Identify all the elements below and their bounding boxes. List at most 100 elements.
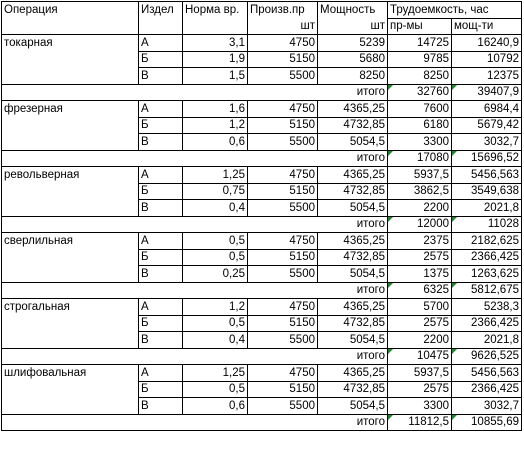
labor-capacity-cell[interactable]: 5238,3 — [451, 298, 522, 316]
output-cell[interactable]: 5500 — [247, 397, 318, 415]
labor-capacity-cell[interactable]: 2366,425 — [451, 380, 522, 398]
operation-cell[interactable]: строгальная — [1, 298, 139, 315]
capacity-cell[interactable]: 4365,25 — [317, 166, 388, 184]
operation-cell[interactable] — [1, 199, 139, 217]
operation-cell[interactable] — [1, 397, 139, 415]
labor-program-cell[interactable]: 5937,5 — [387, 364, 452, 382]
norm-cell[interactable]: 0,4 — [182, 199, 248, 217]
header-norm-cont[interactable] — [182, 18, 248, 35]
capacity-cell[interactable]: 5054,5 — [317, 397, 388, 415]
header-operation-cont[interactable] — [1, 18, 139, 35]
labor-capacity-cell[interactable]: 3032,7 — [451, 397, 522, 415]
norm-cell[interactable]: 0,6 — [182, 133, 248, 151]
product-cell[interactable]: А — [138, 34, 183, 52]
operation-cell[interactable] — [1, 133, 139, 151]
total-label[interactable]: итого — [1, 215, 388, 233]
labor-program-cell[interactable]: 6180 — [387, 116, 452, 134]
capacity-cell[interactable]: 8250 — [317, 67, 388, 85]
labor-program-cell[interactable]: 3300 — [387, 397, 452, 415]
capacity-cell[interactable]: 4365,25 — [317, 298, 388, 316]
capacity-cell[interactable]: 4732,85 — [317, 182, 388, 200]
product-cell[interactable]: А — [138, 364, 183, 382]
operation-cell[interactable] — [1, 265, 139, 283]
labor-program-cell[interactable]: 2575 — [387, 248, 452, 266]
header-labor-capacity[interactable]: мощ-ти — [451, 17, 522, 35]
capacity-cell[interactable]: 5054,5 — [317, 331, 388, 349]
norm-cell[interactable]: 0,5 — [182, 380, 248, 398]
output-cell[interactable]: 5150 — [247, 248, 318, 266]
total-labor-program[interactable]: 17080 — [387, 149, 452, 167]
labor-program-cell[interactable]: 2200 — [387, 331, 452, 349]
labor-program-cell[interactable]: 3862,5 — [387, 182, 452, 200]
labor-program-cell[interactable]: 1375 — [387, 265, 452, 283]
labor-capacity-cell[interactable]: 10792 — [451, 50, 522, 68]
output-cell[interactable]: 4750 — [247, 166, 318, 184]
labor-capacity-cell[interactable]: 2366,425 — [451, 248, 522, 266]
output-cell[interactable]: 5500 — [247, 199, 318, 217]
operation-cell[interactable] — [1, 183, 139, 200]
header-product-cont[interactable] — [138, 18, 183, 35]
total-labor-capacity[interactable]: 39407,9 — [451, 83, 522, 101]
header-output-unit[interactable]: шт — [247, 18, 318, 35]
norm-cell[interactable]: 3,1 — [182, 34, 248, 52]
operation-cell[interactable] — [1, 67, 139, 85]
product-cell[interactable]: Б — [138, 50, 183, 68]
operation-cell[interactable] — [1, 249, 139, 266]
norm-cell[interactable]: 1,6 — [182, 100, 248, 118]
labor-capacity-cell[interactable]: 2182,625 — [451, 232, 522, 250]
header-norm[interactable]: Норма вр. — [182, 1, 248, 18]
labor-capacity-cell[interactable]: 12375 — [451, 67, 522, 85]
labor-program-cell[interactable]: 9785 — [387, 50, 452, 68]
output-cell[interactable]: 4750 — [247, 100, 318, 118]
total-labor-program[interactable]: 12000 — [387, 215, 452, 233]
norm-cell[interactable]: 0,25 — [182, 265, 248, 283]
labor-capacity-cell[interactable]: 2021,8 — [451, 199, 522, 217]
output-cell[interactable]: 4750 — [247, 298, 318, 316]
capacity-cell[interactable]: 5680 — [317, 50, 388, 68]
total-labor-program[interactable]: 10475 — [387, 347, 452, 365]
norm-cell[interactable]: 1,9 — [182, 50, 248, 68]
total-label[interactable]: итого — [1, 83, 388, 101]
norm-cell[interactable]: 1,2 — [182, 116, 248, 134]
product-cell[interactable]: Б — [138, 116, 183, 134]
capacity-cell[interactable]: 5239 — [317, 34, 388, 52]
product-cell[interactable]: В — [138, 67, 183, 85]
labor-program-cell[interactable]: 2375 — [387, 232, 452, 250]
capacity-cell[interactable]: 5054,5 — [317, 133, 388, 151]
labor-capacity-cell[interactable]: 16240,9 — [451, 34, 522, 52]
capacity-cell[interactable]: 4365,25 — [317, 364, 388, 382]
product-cell[interactable]: В — [138, 199, 183, 217]
total-labor-capacity[interactable]: 10855,69 — [451, 413, 522, 431]
header-operation[interactable]: Операция — [1, 1, 139, 18]
product-cell[interactable]: А — [138, 166, 183, 184]
output-cell[interactable]: 4750 — [247, 34, 318, 52]
output-cell[interactable]: 5500 — [247, 265, 318, 283]
output-cell[interactable]: 5500 — [247, 67, 318, 85]
operation-cell[interactable] — [1, 315, 139, 332]
norm-cell[interactable]: 1,25 — [182, 166, 248, 184]
labor-program-cell[interactable]: 5937,5 — [387, 166, 452, 184]
output-cell[interactable]: 4750 — [247, 232, 318, 250]
product-cell[interactable]: А — [138, 100, 183, 118]
capacity-cell[interactable]: 4732,85 — [317, 116, 388, 134]
output-cell[interactable]: 5500 — [247, 331, 318, 349]
total-labor-capacity[interactable]: 15696,52 — [451, 149, 522, 167]
capacity-cell[interactable]: 4732,85 — [317, 248, 388, 266]
operation-cell[interactable] — [1, 381, 139, 398]
labor-program-cell[interactable]: 2575 — [387, 380, 452, 398]
norm-cell[interactable]: 0,5 — [182, 314, 248, 332]
output-cell[interactable]: 5150 — [247, 182, 318, 200]
product-cell[interactable]: Б — [138, 182, 183, 200]
product-cell[interactable]: А — [138, 298, 183, 316]
labor-capacity-cell[interactable]: 5456,563 — [451, 364, 522, 382]
total-labor-capacity[interactable]: 11028 — [451, 215, 522, 233]
output-cell[interactable]: 5500 — [247, 133, 318, 151]
product-cell[interactable]: Б — [138, 380, 183, 398]
labor-capacity-cell[interactable]: 5679,42 — [451, 116, 522, 134]
total-labor-capacity[interactable]: 9626,525 — [451, 347, 522, 365]
header-capacity[interactable]: Мощность — [317, 1, 388, 18]
header-capacity-unit[interactable]: шт — [317, 18, 388, 35]
total-labor-program[interactable]: 6325 — [387, 281, 452, 299]
total-labor-program[interactable]: 11812,5 — [387, 413, 452, 431]
labor-capacity-cell[interactable]: 3549,638 — [451, 182, 522, 200]
